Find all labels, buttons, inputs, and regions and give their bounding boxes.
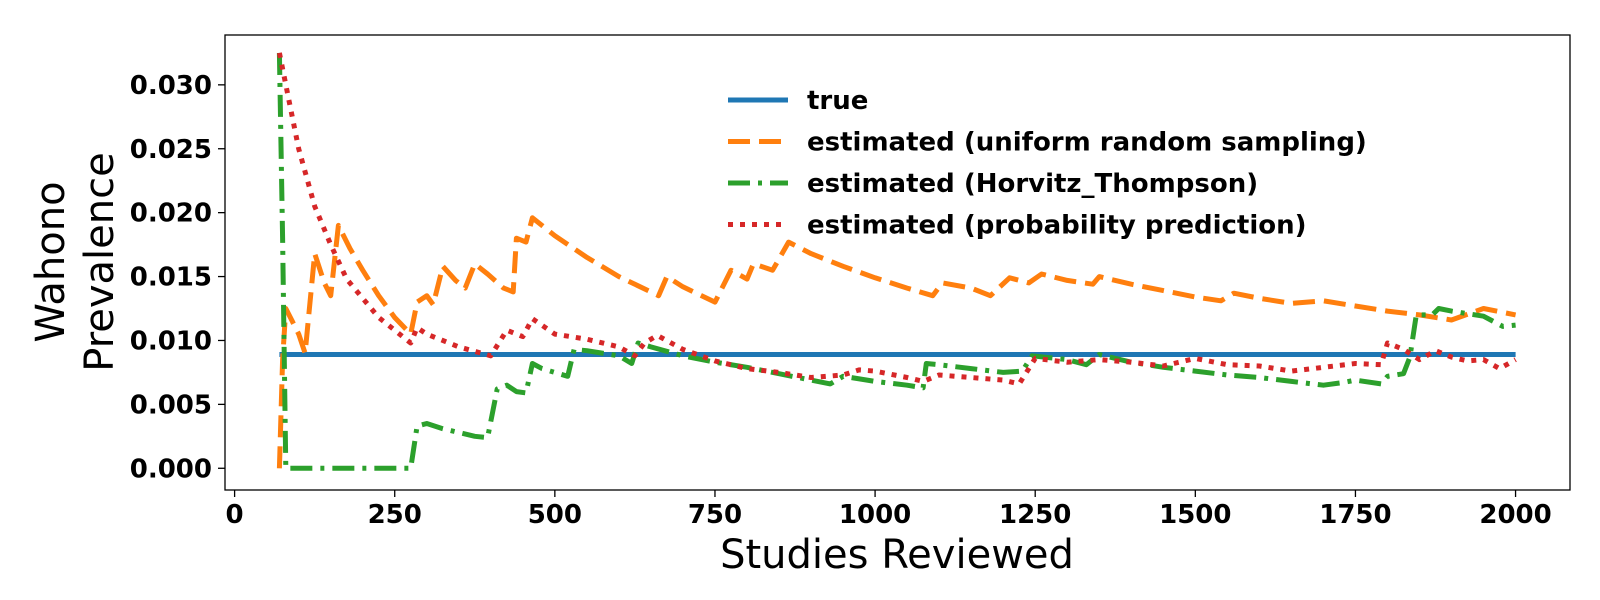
y-tick-label: 0.005: [130, 390, 212, 420]
legend: true estimated (uniform random sampling) e…: [728, 86, 1367, 241]
x-tick-label: 0: [226, 500, 244, 530]
series-layer: [276, 52, 1517, 471]
x-tick-label: 1000: [839, 500, 911, 530]
x-tick-label: 2000: [1479, 500, 1551, 530]
series-line-estimated-horvitz-thompson: [276, 52, 1516, 471]
y-axis-title-line-1: Wahono: [28, 181, 74, 342]
x-tick-label: 1750: [1319, 500, 1391, 530]
y-tick-label: 0.000: [130, 454, 212, 484]
x-tick-label: 500: [528, 500, 582, 530]
series-line-estimated-probability-prediction: [276, 52, 1517, 387]
x-tick-label: 250: [368, 500, 422, 530]
y-tick-label: 0.030: [130, 71, 212, 101]
series-line-estimated-uniform-random-sampling: [276, 215, 1517, 469]
legend-label-estimated-horvitz-thompson: estimated (Horvitz_Thompson): [807, 169, 1258, 199]
legend-label-estimated-probability-prediction: estimated (probability prediction): [807, 211, 1307, 241]
y-tick-label: 0.015: [130, 263, 212, 293]
y-tick-label: 0.025: [130, 135, 212, 165]
x-tick-label: 1500: [1159, 500, 1231, 530]
y-tick-label: 0.020: [130, 199, 212, 229]
y-tick-label: 0.010: [130, 326, 212, 356]
legend-label-estimated-uniform-random-sampling: estimated (uniform random sampling): [807, 128, 1367, 158]
x-tick-label: 1250: [999, 500, 1071, 530]
x-axis-title: Studies Reviewed: [720, 532, 1074, 578]
x-tick-label: 750: [688, 500, 742, 530]
x-axis: 0 250 500 750 1000 1250 1500 1750 2000: [226, 490, 1552, 530]
y-axis: 0.000 0.005 0.010 0.015 0.020 0.025 0.030: [130, 71, 225, 484]
y-axis-title-line-2: Prevalence: [77, 152, 123, 371]
legend-label-true: true: [807, 86, 868, 116]
plot-frame: [224, 34, 1571, 491]
